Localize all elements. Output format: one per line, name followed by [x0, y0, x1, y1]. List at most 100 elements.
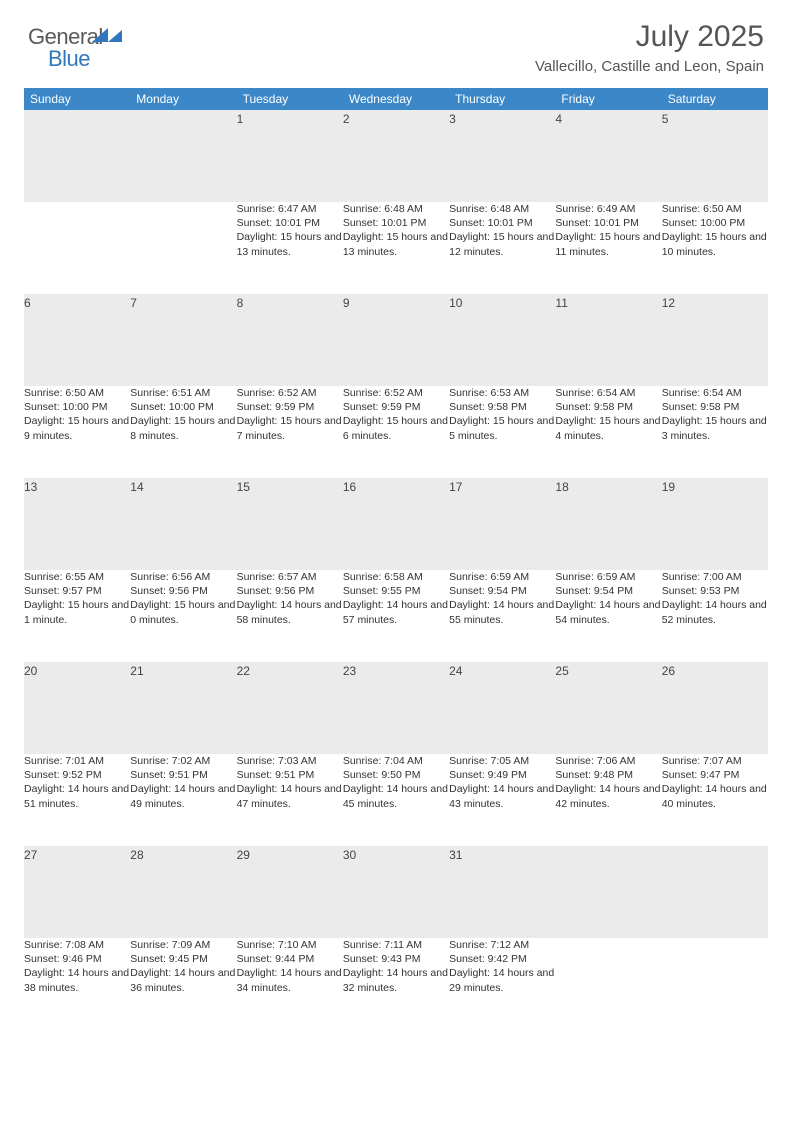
detail-cell: Sunrise: 6:51 AMSunset: 10:00 PMDaylight…	[130, 386, 236, 478]
sunset-line: Sunset: 9:59 PM	[237, 400, 343, 414]
daylight-line: Daylight: 14 hours and 36 minutes.	[130, 966, 236, 994]
detail-cell: Sunrise: 7:06 AMSunset: 9:48 PMDaylight:…	[555, 754, 661, 846]
daynum-cell: 12	[662, 294, 768, 386]
daynum-cell: 24	[449, 662, 555, 754]
day-number: 25	[555, 664, 568, 678]
sunrise-line: Sunrise: 6:56 AM	[130, 570, 236, 584]
daynum-cell: 21	[130, 662, 236, 754]
detail-cell	[130, 202, 236, 294]
bottom-border-cell	[555, 1030, 661, 1122]
day-number: 5	[662, 112, 669, 126]
daynum-cell: 7	[130, 294, 236, 386]
sunset-line: Sunset: 9:46 PM	[24, 952, 130, 966]
sunrise-line: Sunrise: 6:52 AM	[237, 386, 343, 400]
day-number: 19	[662, 480, 675, 494]
sunset-line: Sunset: 9:56 PM	[237, 584, 343, 598]
sunset-line: Sunset: 9:43 PM	[343, 952, 449, 966]
sunrise-line: Sunrise: 7:05 AM	[449, 754, 555, 768]
weekday-header: Sunday	[24, 88, 130, 110]
sunset-line: Sunset: 9:47 PM	[662, 768, 768, 782]
daylight-line: Daylight: 15 hours and 5 minutes.	[449, 414, 555, 442]
day-number: 30	[343, 848, 356, 862]
day-number: 9	[343, 296, 350, 310]
sunset-line: Sunset: 10:01 PM	[449, 216, 555, 230]
bottom-border-cell	[343, 1030, 449, 1122]
bottom-border-cell	[130, 1030, 236, 1122]
calendar-wrap: SundayMondayTuesdayWednesdayThursdayFrid…	[0, 88, 792, 1122]
detail-cell: Sunrise: 6:57 AMSunset: 9:56 PMDaylight:…	[237, 570, 343, 662]
bottom-border-cell	[449, 1030, 555, 1122]
sunset-line: Sunset: 10:00 PM	[662, 216, 768, 230]
sunset-line: Sunset: 9:58 PM	[662, 400, 768, 414]
daynum-cell: 28	[130, 846, 236, 938]
daylight-line: Daylight: 15 hours and 0 minutes.	[130, 598, 236, 626]
day-number: 16	[343, 480, 356, 494]
bottom-border-cell	[24, 1030, 130, 1122]
daylight-line: Daylight: 14 hours and 40 minutes.	[662, 782, 768, 810]
daylight-line: Daylight: 14 hours and 49 minutes.	[130, 782, 236, 810]
weekday-header: Saturday	[662, 88, 768, 110]
bottom-border-row	[24, 1030, 768, 1122]
sunrise-line: Sunrise: 7:04 AM	[343, 754, 449, 768]
detail-cell: Sunrise: 6:56 AMSunset: 9:56 PMDaylight:…	[130, 570, 236, 662]
daynum-row: 20212223242526	[24, 662, 768, 754]
daynum-cell: 4	[555, 110, 661, 202]
daylight-line: Daylight: 15 hours and 13 minutes.	[343, 230, 449, 258]
detail-cell: Sunrise: 7:05 AMSunset: 9:49 PMDaylight:…	[449, 754, 555, 846]
daynum-cell: 18	[555, 478, 661, 570]
sunrise-line: Sunrise: 6:55 AM	[24, 570, 130, 584]
sunset-line: Sunset: 10:01 PM	[237, 216, 343, 230]
sunset-line: Sunset: 9:56 PM	[130, 584, 236, 598]
sunset-line: Sunset: 9:45 PM	[130, 952, 236, 966]
daylight-line: Daylight: 15 hours and 11 minutes.	[555, 230, 661, 258]
sunrise-line: Sunrise: 6:54 AM	[555, 386, 661, 400]
sunset-line: Sunset: 10:01 PM	[555, 216, 661, 230]
sunset-line: Sunset: 9:55 PM	[343, 584, 449, 598]
sunset-line: Sunset: 9:58 PM	[449, 400, 555, 414]
detail-cell: Sunrise: 6:59 AMSunset: 9:54 PMDaylight:…	[555, 570, 661, 662]
daynum-row: 12345	[24, 110, 768, 202]
daylight-line: Daylight: 14 hours and 51 minutes.	[24, 782, 130, 810]
day-number: 15	[237, 480, 250, 494]
detail-row: Sunrise: 7:08 AMSunset: 9:46 PMDaylight:…	[24, 938, 768, 1030]
sunset-line: Sunset: 9:53 PM	[662, 584, 768, 598]
day-number: 6	[24, 296, 31, 310]
detail-cell: Sunrise: 6:55 AMSunset: 9:57 PMDaylight:…	[24, 570, 130, 662]
daylight-line: Daylight: 15 hours and 4 minutes.	[555, 414, 661, 442]
header: General Blue July 2025 Vallecillo, Casti…	[0, 0, 792, 88]
day-number: 18	[555, 480, 568, 494]
weekday-header: Tuesday	[237, 88, 343, 110]
sunset-line: Sunset: 9:58 PM	[555, 400, 661, 414]
sunrise-line: Sunrise: 6:49 AM	[555, 202, 661, 216]
day-number: 22	[237, 664, 250, 678]
daynum-cell: 2	[343, 110, 449, 202]
daynum-cell: 29	[237, 846, 343, 938]
detail-cell: Sunrise: 7:10 AMSunset: 9:44 PMDaylight:…	[237, 938, 343, 1030]
daynum-cell: 9	[343, 294, 449, 386]
daynum-cell: 20	[24, 662, 130, 754]
day-number: 21	[130, 664, 143, 678]
daynum-cell: 14	[130, 478, 236, 570]
daylight-line: Daylight: 15 hours and 1 minute.	[24, 598, 130, 626]
weekday-header: Monday	[130, 88, 236, 110]
daynum-cell	[555, 846, 661, 938]
sunset-line: Sunset: 9:44 PM	[237, 952, 343, 966]
daynum-cell: 23	[343, 662, 449, 754]
calendar-table: SundayMondayTuesdayWednesdayThursdayFrid…	[24, 88, 768, 1122]
sunrise-line: Sunrise: 7:11 AM	[343, 938, 449, 952]
day-number: 2	[343, 112, 350, 126]
detail-cell: Sunrise: 7:07 AMSunset: 9:47 PMDaylight:…	[662, 754, 768, 846]
title-block: July 2025 Vallecillo, Castille and Leon,…	[535, 20, 764, 75]
sunrise-line: Sunrise: 6:48 AM	[343, 202, 449, 216]
daynum-cell	[662, 846, 768, 938]
sunrise-line: Sunrise: 7:00 AM	[662, 570, 768, 584]
sunrise-line: Sunrise: 6:50 AM	[662, 202, 768, 216]
daylight-line: Daylight: 14 hours and 43 minutes.	[449, 782, 555, 810]
day-number: 1	[237, 112, 244, 126]
sunset-line: Sunset: 10:00 PM	[24, 400, 130, 414]
sunset-line: Sunset: 9:54 PM	[449, 584, 555, 598]
daynum-cell: 8	[237, 294, 343, 386]
sunset-line: Sunset: 9:42 PM	[449, 952, 555, 966]
sunset-line: Sunset: 9:54 PM	[555, 584, 661, 598]
sunrise-line: Sunrise: 7:09 AM	[130, 938, 236, 952]
